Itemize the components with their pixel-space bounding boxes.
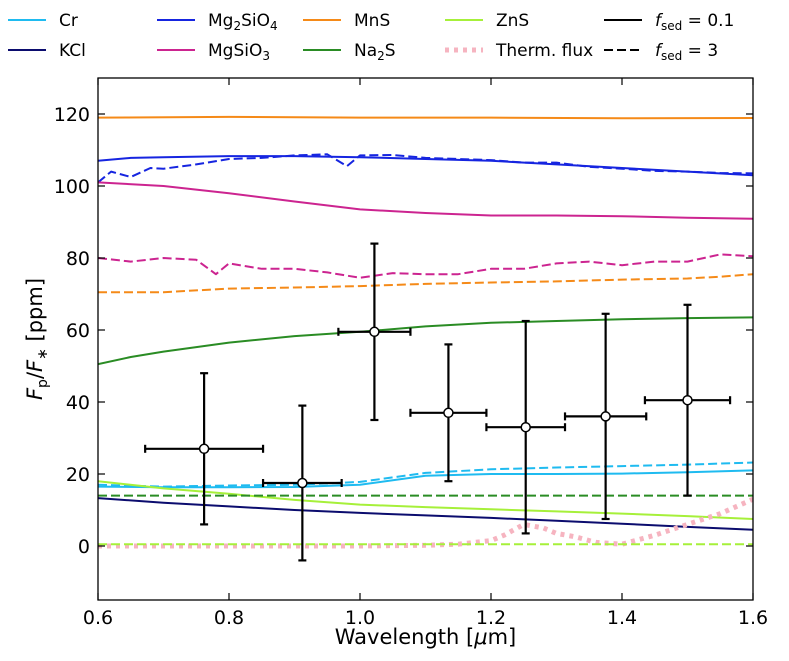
x-tick-label: 1.6	[738, 607, 768, 629]
x-tick-label: 1.4	[607, 607, 637, 629]
data-point-marker	[682, 394, 693, 406]
series-line-therm-flux-fsed-0p1	[98, 496, 753, 549]
legend-label: MnS	[354, 11, 390, 31]
data-point-marker	[369, 326, 380, 338]
legend-label: fsed = 0.1	[655, 11, 734, 33]
data-point-7	[643, 303, 732, 497]
x-tick-label: 1.2	[476, 607, 506, 629]
legend-label: Cr	[59, 11, 78, 31]
y-tick-label: 100	[54, 176, 90, 198]
y-axis-title: Fp/F∗ [ppm]	[23, 278, 51, 400]
legend-label: Mg2SiO4	[208, 11, 278, 33]
x-tick-label: 1.0	[345, 607, 375, 629]
legend-item: KCl	[8, 41, 86, 61]
legend-label: Therm. flux	[495, 41, 593, 61]
legend-label: KCl	[59, 41, 86, 61]
plot-frame	[97, 77, 754, 601]
legend-item: fsed = 3	[604, 41, 718, 63]
data-point-1	[144, 372, 265, 526]
series-line-mgsio3-fsed-3	[98, 253, 753, 279]
legend-label: MgSiO3	[208, 41, 270, 63]
observations-layer	[144, 242, 732, 562]
x-axis-title: Wavelength [μm]	[335, 625, 516, 649]
y-tick-label: 80	[66, 248, 90, 270]
axes-layer: 0.6 0.8 1.0 1.2 1.4 1.6 0 20 40 60 80 100 120	[54, 78, 768, 629]
data-point-marker	[443, 407, 454, 419]
series-line-mg2sio4-fsed-3	[98, 153, 753, 184]
legend-item: Cr	[8, 11, 78, 31]
data-point-2	[261, 404, 343, 562]
legend-label: Na2S	[354, 41, 396, 63]
legend-item: MnS	[303, 11, 390, 31]
legend-item: Therm. flux	[445, 41, 593, 61]
x-tick-label: 0.8	[214, 607, 244, 629]
legend-item: Mg2SiO4	[157, 11, 278, 33]
data-point-marker	[198, 443, 210, 455]
x-tick-label: 0.6	[83, 607, 113, 629]
data-point-marker	[297, 477, 308, 489]
y-tick-label: 120	[54, 104, 90, 126]
legend-item: fsed = 0.1	[604, 11, 734, 33]
series-line-na2s-fsed-0p1	[98, 316, 753, 366]
series-line-mgsio3-fsed-0p1	[98, 181, 753, 220]
series-layer	[98, 115, 753, 549]
data-point-3	[337, 242, 412, 422]
series-line-mns-fsed-0p1	[98, 115, 753, 120]
legend-label: fsed = 3	[655, 41, 718, 63]
data-point-marker	[600, 411, 611, 422]
data-point-4	[409, 343, 488, 483]
y-tick-label: 0	[78, 536, 90, 558]
y-tick-label: 60	[66, 320, 90, 342]
series-line-cr-fsed-3	[98, 461, 753, 488]
legend-label: ZnS	[496, 11, 529, 31]
legend: Cr KCl Mg2SiO4 MgSiO3 MnS Na2S ZnS Therm. flux f…	[8, 11, 734, 63]
series-line-zns-fsed-0p1	[98, 480, 753, 520]
data-point-6	[563, 312, 648, 521]
series-line-cr-fsed-0p1	[98, 469, 753, 489]
y-tick-label: 20	[66, 464, 90, 486]
data-point-marker	[520, 421, 531, 433]
y-tick-label: 40	[66, 392, 90, 414]
series-line-mns-fsed-3	[98, 273, 753, 294]
series-line-kcl-fsed-0p1	[98, 497, 753, 531]
series-line-mg2sio4-fsed-0p1	[98, 155, 753, 177]
legend-item: MgSiO3	[157, 41, 270, 63]
legend-item: Na2S	[303, 41, 396, 63]
legend-item: ZnS	[445, 11, 529, 31]
data-point-5	[485, 319, 567, 535]
